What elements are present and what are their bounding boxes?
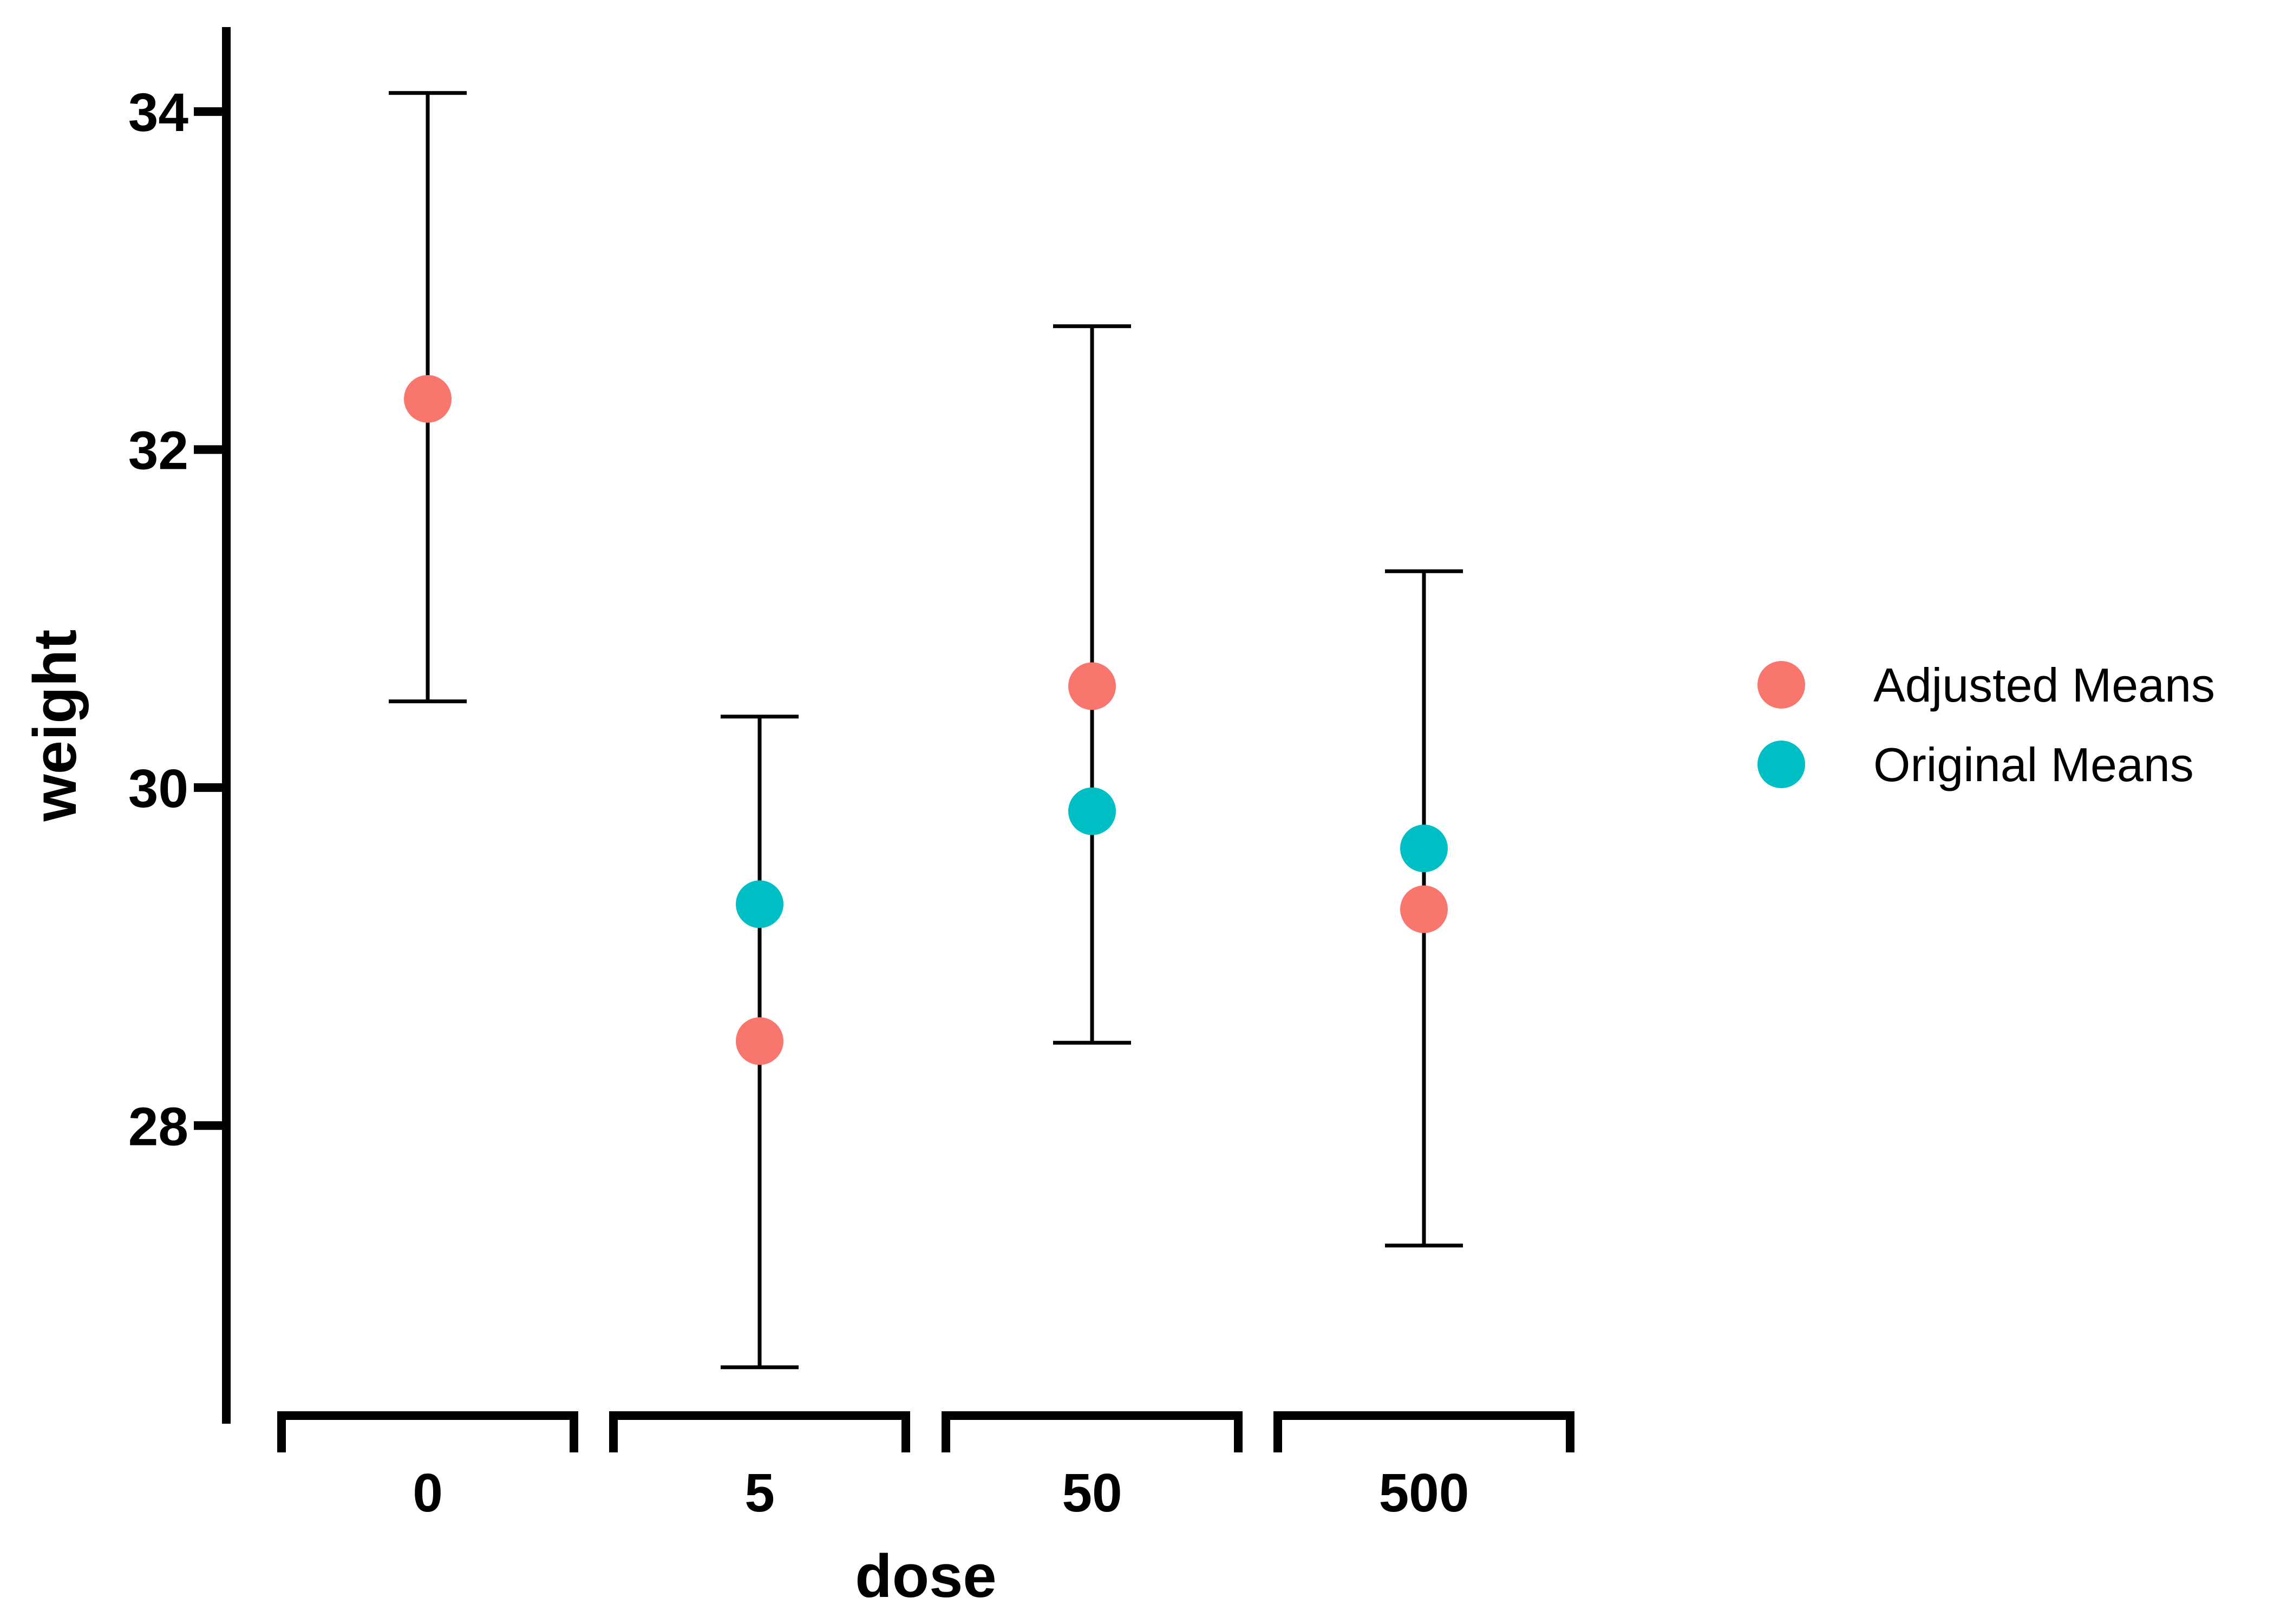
x-bracket-5 <box>609 1411 910 1452</box>
adjusted-means-point-5 <box>736 1017 783 1065</box>
adjusted-means-point-50 <box>1068 662 1116 710</box>
plot-area: 28 30 32 34 0 5 50 500 <box>128 27 1574 1523</box>
x-bracket-500 <box>1273 1411 1574 1452</box>
legend-key-adjusted-means <box>1757 661 1805 709</box>
legend: Adjusted Means Original Means <box>1757 658 2215 791</box>
x-tick-label-5: 5 <box>744 1463 775 1523</box>
y-tick-label-28: 28 <box>128 1096 188 1157</box>
x-tick-label-50: 50 <box>1062 1463 1122 1523</box>
x-bracket-0 <box>277 1411 578 1452</box>
y-tick-label-30: 30 <box>128 758 188 819</box>
y-tick-label-34: 34 <box>128 82 189 143</box>
y-axis-title: weight <box>21 630 89 822</box>
legend-key-original-means <box>1757 741 1805 788</box>
original-means-point-50 <box>1068 787 1116 835</box>
legend-label-adjusted-means: Adjusted Means <box>1873 658 2215 712</box>
x-axis-title: dose <box>855 1542 996 1610</box>
x-tick-label-0: 0 <box>413 1463 443 1523</box>
x-tick-label-500: 500 <box>1379 1463 1469 1523</box>
original-means-point-5 <box>736 880 783 928</box>
x-bracket-50 <box>942 1411 1243 1452</box>
adjusted-means-point-500 <box>1400 885 1448 933</box>
y-tick-label-32: 32 <box>128 420 188 481</box>
legend-label-original-means: Original Means <box>1873 738 2194 791</box>
original-means-point-500 <box>1400 824 1448 873</box>
adjusted-means-point-0 <box>404 375 452 423</box>
